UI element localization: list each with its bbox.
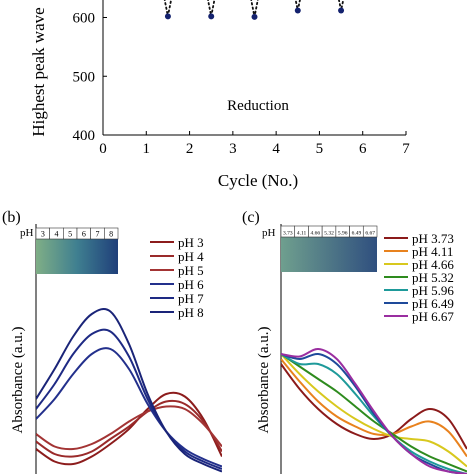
inset-label: 8 — [109, 230, 113, 239]
top-y-tick-label: 400 — [73, 128, 96, 144]
panel-c-y-axis-label: Absorbance (a.u.) — [256, 326, 272, 433]
legend-label: pH 6.67 — [412, 309, 454, 324]
top-x-tick-label: 0 — [99, 141, 107, 157]
top-x-axis-label: Cycle (No.) — [218, 171, 298, 190]
inset-label: 4.66 — [310, 231, 320, 237]
reduction-annotation: Reduction — [227, 98, 289, 114]
spectrum-curve — [36, 347, 222, 468]
spectrum-curve — [36, 307, 222, 473]
top-data-point — [294, 7, 301, 14]
legend-label: pH 7 — [178, 291, 204, 306]
legend-label: pH 3 — [178, 235, 204, 250]
panel-b-label: (b) — [2, 209, 21, 226]
spectrum-curve — [281, 363, 467, 450]
legend-label: pH 6 — [178, 277, 204, 292]
inset-label: 5 — [68, 230, 72, 239]
top-x-tick-label: 5 — [316, 141, 324, 157]
spectrum-curve — [36, 328, 222, 470]
inset-label: 6.49 — [352, 231, 362, 237]
legend-label: pH 5 — [178, 263, 204, 278]
panel-b-inset-prefix: pH — [20, 227, 34, 239]
legend-label: pH 3.73 — [412, 231, 454, 246]
panel-c-inset-prefix: pH — [262, 227, 276, 239]
spectrum-curve — [281, 352, 467, 474]
legend-label: pH 4 — [178, 249, 204, 264]
inset-label: 3.73 — [283, 231, 293, 237]
legend-label: pH 8 — [178, 305, 204, 320]
top-y-axis-label: Highest peak wave — [29, 7, 48, 136]
spectrum-curve — [281, 353, 467, 474]
spectrum-curve — [281, 353, 467, 468]
top-x-tick-label: 6 — [359, 141, 367, 157]
top-ticks: 01234567400500600700 — [73, 11, 411, 158]
legend-label: pH 6.49 — [412, 296, 454, 311]
top-data-point — [251, 13, 258, 20]
panel-c-label: (c) — [242, 209, 260, 226]
top-x-tick-label: 7 — [402, 141, 410, 157]
inset-label: 5.32 — [324, 231, 334, 237]
top-series — [163, 0, 345, 20]
top-x-tick-label: 4 — [272, 141, 280, 157]
spectrum-curve — [281, 358, 467, 458]
panel-c-inset-labels: 3.73 4.11 4.66 5.32 5.96 6.49 6.67 — [280, 225, 378, 238]
legend-label: pH 4.11 — [412, 244, 453, 259]
legend-label: pH 4.66 — [412, 257, 454, 272]
spectrum-curve — [281, 353, 467, 473]
top-x-tick-label: 3 — [229, 141, 237, 157]
panel-b-legend: pH 3pH 4pH 5pH 6pH 7pH 8 — [150, 235, 204, 320]
panel-top: Highest peak wave 01234567400500600700 R… — [29, 0, 410, 190]
spectrum-curve — [281, 348, 467, 474]
top-x-tick-label: 2 — [186, 141, 194, 157]
top-data-point — [164, 13, 171, 20]
inset-label: 7 — [96, 230, 100, 239]
top-x-tick-label: 1 — [143, 141, 151, 157]
spectrum-curve — [36, 399, 222, 458]
inset-label: 4.11 — [297, 231, 307, 237]
top-data-point — [338, 7, 345, 14]
panel-b-series — [36, 307, 222, 473]
inset-label: 6 — [82, 230, 86, 239]
panel-c-series — [281, 348, 467, 474]
inset-cell — [104, 227, 119, 240]
top-data-point — [208, 13, 215, 20]
legend-label: pH 5.32 — [412, 270, 454, 285]
top-y-tick-label: 500 — [73, 69, 96, 85]
spectrum-curve — [36, 405, 222, 451]
panel-b-y-axis-label: Absorbance (a.u.) — [10, 326, 26, 433]
inset-cell — [362, 225, 378, 238]
top-y-tick-label: 600 — [73, 11, 96, 27]
panel-c: (c) Absorbance (a.u.) pH 3.73 4.11 4.66 5.3… — [242, 209, 467, 474]
inset-label: 4 — [55, 230, 59, 239]
inset-label: 6.67 — [365, 231, 375, 237]
inset-label: 5.96 — [338, 231, 348, 237]
legend-label: pH 5.96 — [412, 283, 454, 298]
inset-label: 3 — [41, 230, 45, 239]
spectrum-curve — [36, 391, 222, 466]
